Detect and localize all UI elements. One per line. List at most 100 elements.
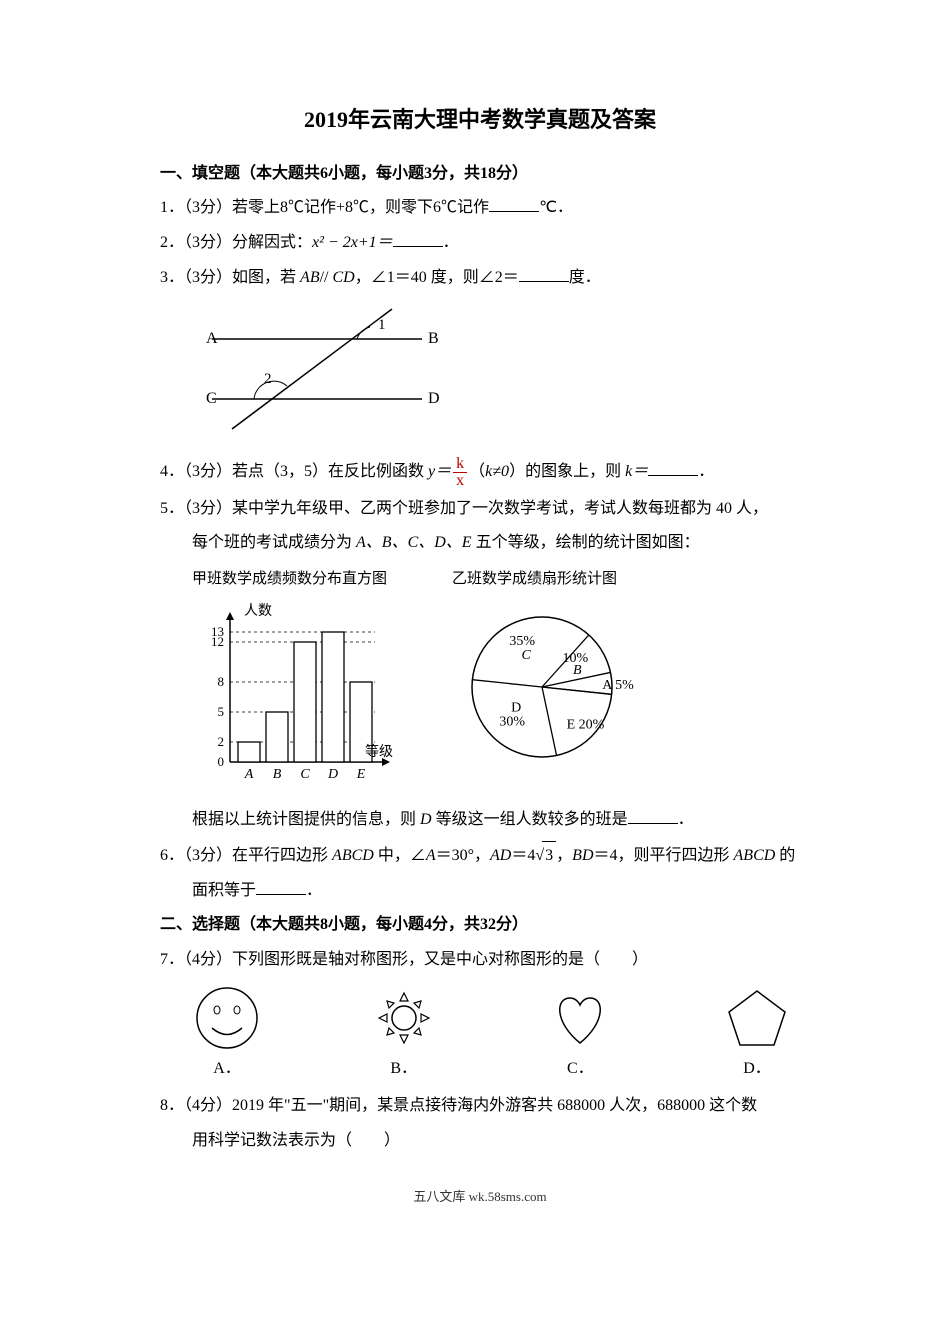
q6: 6．（3分）在平行四边形 ABCD 中，∠A＝30°，AD＝4√3，BD＝4，则… — [160, 841, 800, 871]
q4-text-c: ）的图象上，则 — [509, 463, 625, 480]
q6-eq4r3: ＝4 — [511, 847, 535, 864]
svg-text:A: A — [244, 767, 254, 782]
svg-text:0: 0 — [218, 754, 225, 769]
q7-opt-A-label: A． — [192, 1055, 262, 1084]
q1-text-a: 若零上8℃记作+8℃，则零下6℃记作 — [232, 199, 489, 216]
svg-text:C: C — [522, 648, 532, 663]
q3-text-b: ，∠1＝40 度，则∠2＝ — [355, 269, 519, 286]
q2: 2．（3分）分解因式：x² − 2x+1＝． — [160, 229, 800, 258]
q7-opt-B-label: B． — [369, 1055, 439, 1084]
q3-text-a: 如图，若 — [232, 269, 300, 286]
q2-text-b: ． — [443, 234, 459, 251]
q4-text-a: 若点（3，5）在反比例函数 — [232, 463, 428, 480]
svg-text:E: E — [356, 767, 366, 782]
bar-chart-svg: 02581213ABCDE人数等级 — [192, 597, 412, 787]
q1-num: 1． — [160, 199, 184, 216]
q7-text: 下列图形既是轴对称图形，又是中心对称图形的是（ ） — [232, 951, 648, 968]
q3-figure: A B C D 1 2 — [192, 299, 800, 450]
q6-blank — [256, 878, 306, 895]
q3-text-c: 度． — [569, 269, 601, 286]
page-title: 2019年云南大理中考数学真题及答案 — [160, 100, 800, 140]
q7-options: A． B． C． D． — [192, 983, 792, 1084]
q6-BD: BD — [572, 847, 593, 864]
q3-blank — [519, 265, 569, 282]
q5-line3: 根据以上统计图提供的信息，则 D 等级这一组人数较多的班是 ． — [192, 806, 800, 835]
q4-text-d: ． — [698, 463, 714, 480]
svg-text:B: B — [573, 663, 582, 678]
svg-text:D: D — [327, 767, 338, 782]
q6-line2a: 面积等于 — [192, 882, 256, 899]
pie-chart: 乙班数学成绩扇形统计图 A 5%10%B35%CD30%E 20% — [432, 566, 652, 788]
q3-label-D: D — [428, 390, 440, 407]
q2-pts: （3分） — [184, 234, 232, 251]
q5-line2: 每个班的考试成绩分为 A、B、C、D、E 五个等级，绘制的统计图如图： — [192, 529, 800, 558]
svg-text:B: B — [273, 767, 282, 782]
q4-keq: k＝ — [625, 463, 648, 480]
bar-chart: 甲班数学成绩频数分布直方图 02581213ABCDE人数等级 — [192, 566, 412, 798]
q6-A: A — [426, 847, 436, 864]
q5-line3d: D — [420, 811, 432, 828]
q4-yeq: y＝ — [428, 463, 451, 480]
pie-chart-svg: A 5%10%B35%CD30%E 20% — [432, 597, 652, 777]
q8-pts: （4分） — [184, 1097, 232, 1114]
sun-icon — [369, 983, 439, 1053]
q4-num: 4． — [160, 463, 184, 480]
q3-par: // — [320, 269, 333, 286]
heart-icon — [545, 983, 615, 1053]
q3: 3．（3分）如图，若 AB// CD，∠1＝40 度，则∠2＝度． — [160, 264, 800, 293]
svg-text:E 20%: E 20% — [567, 718, 605, 733]
svg-text:等级: 等级 — [365, 743, 393, 760]
svg-text:13: 13 — [211, 624, 224, 639]
q4-kne: k≠0 — [485, 463, 509, 480]
q6-text-d: ． — [306, 882, 322, 899]
q5: 5．（3分）某中学九年级甲、乙两个班参加了一次数学考试，考试人数每班都为 40 … — [160, 495, 800, 524]
q4-pts: （3分） — [184, 463, 232, 480]
q7-opt-D: D． — [722, 983, 792, 1084]
q6-comma: ， — [556, 847, 572, 864]
q5-line3a: 根据以上统计图提供的信息，则 — [192, 811, 420, 828]
q5-charts: 甲班数学成绩频数分布直方图 02581213ABCDE人数等级 乙班数学成绩扇形… — [192, 566, 800, 798]
q1-blank — [489, 195, 539, 212]
q8-line1: 2019 年"五一"期间，某景点接待海内外游客共 688000 人次，68800… — [232, 1097, 757, 1114]
svg-text:35%: 35% — [509, 634, 535, 649]
q3-ab: AB — [300, 269, 320, 286]
pentagon-icon — [722, 983, 792, 1053]
bar-chart-title: 甲班数学成绩频数分布直方图 — [192, 566, 412, 593]
svg-text:人数: 人数 — [244, 603, 272, 619]
q7-opt-B: B． — [369, 983, 439, 1084]
q8-line2-text: 用科学记数法表示为（ ） — [192, 1132, 400, 1149]
svg-text:2: 2 — [218, 734, 225, 749]
q5-line2b: 五个等级，绘制的统计图如图： — [472, 534, 700, 551]
q6-num: 6． — [160, 847, 184, 864]
pie-chart-title: 乙班数学成绩扇形统计图 — [452, 566, 652, 593]
svg-text:A 5%: A 5% — [602, 678, 634, 693]
svg-text:5: 5 — [218, 704, 225, 719]
q6-abcd1: ABCD — [332, 847, 374, 864]
q7-opt-A: A． — [192, 983, 262, 1084]
q5-grades: A、B、C、D、E — [356, 534, 472, 551]
q6-eq30: ＝30°， — [436, 847, 490, 864]
q6-eq4: ＝4，则平行四边形 — [594, 847, 734, 864]
q5-line3b: 等级这一组人数较多的班是 — [432, 811, 628, 828]
q7-num: 7． — [160, 951, 184, 968]
q8: 8．（4分）2019 年"五一"期间，某景点接待海内外游客共 688000 人次… — [160, 1092, 800, 1121]
q8-line2: 用科学记数法表示为（ ） — [192, 1127, 800, 1156]
q2-blank — [393, 230, 443, 247]
q3-label-C: C — [206, 390, 217, 407]
section1-heading: 一、填空题（本大题共6小题，每小题3分，共18分） — [160, 160, 800, 189]
svg-text:8: 8 — [218, 674, 225, 689]
q2-num: 2． — [160, 234, 184, 251]
q1: 1．（3分）若零上8℃记作+8℃，则零下6℃记作℃． — [160, 194, 800, 223]
q2-expr: x² − 2x+1＝ — [312, 234, 393, 251]
q3-cd: CD — [332, 269, 354, 286]
q6-text-a: 在平行四边形 — [232, 847, 332, 864]
q4-frac-den: x — [453, 473, 467, 489]
q6-AD: AD — [490, 847, 511, 864]
svg-text:30%: 30% — [499, 715, 525, 730]
q6-abcd2: ABCD — [734, 847, 776, 864]
q5-num: 5． — [160, 500, 184, 517]
q5-line3c: ． — [678, 811, 694, 828]
page-footer: 五八文库 wk.58sms.com — [160, 1185, 800, 1208]
q7-opt-D-label: D． — [722, 1055, 792, 1084]
q3-label-B: B — [428, 330, 439, 347]
